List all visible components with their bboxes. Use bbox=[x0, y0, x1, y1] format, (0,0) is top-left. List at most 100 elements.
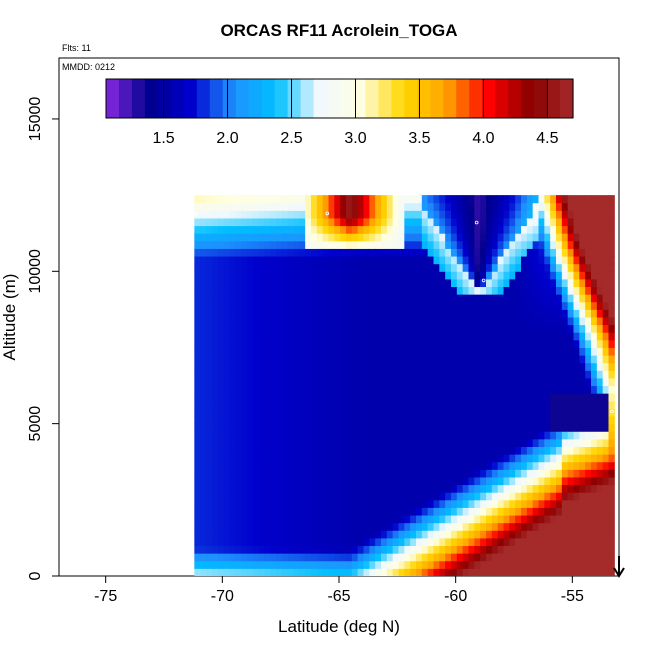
y-tick-label: 15000 bbox=[27, 97, 44, 142]
heatmap-cell bbox=[223, 484, 230, 493]
heatmap-cell bbox=[416, 217, 423, 227]
heatmap-cell bbox=[357, 484, 364, 493]
heatmap-cell bbox=[416, 568, 423, 576]
heatmap-cell bbox=[462, 317, 469, 326]
heatmap-cell bbox=[351, 195, 359, 204]
heatmap-cell bbox=[264, 256, 271, 265]
heatmap-cell bbox=[456, 286, 464, 295]
heatmap-cell bbox=[591, 217, 598, 227]
heatmap-cell bbox=[322, 507, 329, 516]
heatmap-cell bbox=[334, 408, 341, 417]
heatmap-cell bbox=[235, 484, 242, 493]
heatmap-cell bbox=[544, 324, 551, 333]
heatmap-cell bbox=[509, 240, 516, 249]
heatmap-cell bbox=[503, 195, 510, 204]
heatmap-cell bbox=[474, 195, 481, 204]
heatmap-cell bbox=[421, 560, 429, 569]
heatmap-cell bbox=[433, 400, 440, 409]
heatmap-cell bbox=[340, 515, 347, 524]
heatmap-cell bbox=[392, 240, 399, 249]
heatmap-cell bbox=[567, 454, 574, 463]
heatmap-cell bbox=[328, 484, 335, 493]
heatmap-cell bbox=[515, 347, 522, 356]
heatmap-cell bbox=[561, 324, 569, 333]
heatmap-cell bbox=[456, 195, 464, 204]
heatmap-cell bbox=[311, 499, 318, 508]
heatmap-cell bbox=[316, 202, 324, 211]
heatmap-cell bbox=[427, 256, 434, 265]
heatmap-cell bbox=[579, 324, 586, 333]
heatmap-cell bbox=[445, 339, 452, 348]
heatmap-cell bbox=[334, 446, 341, 455]
heatmap-cell bbox=[316, 233, 324, 242]
heatmap-cell bbox=[410, 530, 417, 539]
heatmap-cell bbox=[311, 568, 318, 576]
heatmap-cell bbox=[497, 339, 504, 348]
heatmap-cell bbox=[538, 431, 545, 440]
heatmap-cell bbox=[451, 332, 458, 341]
heatmap-cell bbox=[264, 393, 271, 402]
heatmap-cell bbox=[462, 339, 469, 348]
heatmap-cell bbox=[217, 431, 224, 440]
heatmap-cell bbox=[491, 431, 499, 440]
heatmap-cell bbox=[386, 294, 394, 303]
heatmap-cell bbox=[579, 400, 586, 409]
heatmap-cell bbox=[585, 225, 592, 234]
heatmap-cell bbox=[526, 461, 534, 470]
heatmap-cell bbox=[363, 278, 370, 288]
colorbar-swatch bbox=[560, 79, 574, 118]
heatmap-cell bbox=[439, 454, 446, 463]
heatmap-cell bbox=[363, 530, 370, 539]
heatmap-cell bbox=[509, 370, 516, 379]
heatmap-cell bbox=[427, 377, 434, 387]
heatmap-cell bbox=[585, 256, 592, 265]
heatmap-cell bbox=[532, 202, 539, 211]
heatmap-cell bbox=[334, 317, 341, 326]
heatmap-cell bbox=[468, 446, 475, 455]
heatmap-cell bbox=[363, 202, 370, 211]
heatmap-cell bbox=[585, 271, 592, 280]
heatmap-cell bbox=[217, 256, 224, 265]
heatmap-cell bbox=[456, 515, 464, 524]
heatmap-cell bbox=[375, 256, 382, 265]
heatmap-cell bbox=[509, 294, 516, 303]
heatmap-cell bbox=[369, 545, 376, 554]
heatmap-cell bbox=[351, 202, 359, 211]
heatmap-cell bbox=[573, 484, 580, 493]
heatmap-cell bbox=[591, 210, 598, 219]
heatmap-cell bbox=[468, 454, 475, 463]
heatmap-cell bbox=[398, 499, 405, 508]
heatmap-cell bbox=[526, 522, 534, 531]
heatmap-cell bbox=[258, 492, 265, 501]
heatmap-cell bbox=[532, 476, 539, 486]
heatmap-cell bbox=[544, 278, 551, 288]
heatmap-cell bbox=[456, 454, 464, 463]
heatmap-cell bbox=[503, 309, 510, 318]
heatmap-cell bbox=[585, 560, 592, 569]
heatmap-cell bbox=[305, 362, 312, 371]
heatmap-cell bbox=[281, 507, 289, 516]
heatmap-cell bbox=[404, 309, 411, 318]
heatmap-cell bbox=[462, 560, 469, 569]
heatmap-cell bbox=[223, 446, 230, 455]
heatmap-cell bbox=[567, 499, 574, 508]
heatmap-cell bbox=[427, 240, 434, 249]
heatmap-cell bbox=[509, 476, 516, 486]
heatmap-cell bbox=[474, 461, 481, 470]
heatmap-cell bbox=[229, 225, 236, 234]
heatmap-cell bbox=[276, 537, 283, 547]
heatmap-cell bbox=[293, 301, 300, 310]
heatmap-cell bbox=[526, 317, 534, 326]
heatmap-cell bbox=[509, 355, 516, 364]
heatmap-cell bbox=[526, 195, 534, 204]
heatmap-cell bbox=[322, 438, 329, 447]
heatmap-cell bbox=[206, 400, 213, 409]
heatmap-cell bbox=[392, 492, 399, 501]
heatmap-cell bbox=[194, 469, 201, 478]
heatmap-cell bbox=[556, 507, 563, 516]
heatmap-cell bbox=[421, 545, 429, 554]
heatmap-cell bbox=[439, 294, 446, 303]
heatmap-cell bbox=[211, 225, 219, 234]
heatmap-cell bbox=[194, 393, 201, 402]
heatmap-cell bbox=[206, 347, 213, 356]
